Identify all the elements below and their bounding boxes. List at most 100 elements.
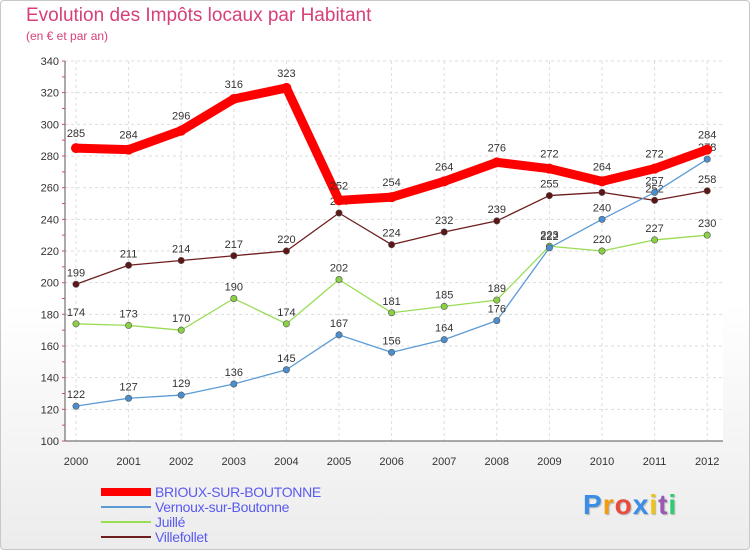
data-label: 254 <box>382 177 400 189</box>
series-point <box>440 302 448 310</box>
x-tick-label: 2001 <box>116 456 140 468</box>
data-label: 230 <box>698 218 716 230</box>
series-point <box>230 252 238 260</box>
data-label: 232 <box>435 215 453 227</box>
series-point <box>598 188 606 196</box>
series-point <box>702 144 713 155</box>
series-point <box>651 188 659 196</box>
data-label: 222 <box>540 231 558 243</box>
series-point <box>125 394 133 402</box>
data-label: 316 <box>225 79 243 91</box>
data-label: 227 <box>645 223 663 235</box>
series-point <box>388 241 396 249</box>
data-label: 122 <box>67 389 85 401</box>
series-point <box>545 244 553 252</box>
x-tick-label: 2005 <box>327 456 351 468</box>
series-point <box>598 215 606 223</box>
series-point <box>123 144 134 155</box>
series-point <box>493 217 501 225</box>
series-point <box>388 309 396 317</box>
data-label: 217 <box>225 239 243 251</box>
series-point <box>440 228 448 236</box>
data-label: 272 <box>540 149 558 161</box>
series-point <box>493 317 501 325</box>
series-point <box>335 275 343 283</box>
data-label: 224 <box>382 228 400 240</box>
series-point <box>176 125 187 136</box>
legend-swatch-vernoux <box>101 506 151 508</box>
data-label: 214 <box>172 244 190 256</box>
series-point <box>282 247 290 255</box>
series-point <box>491 157 502 168</box>
logo-letter: o <box>614 489 633 520</box>
series-point <box>230 294 238 302</box>
logo-letter: i <box>649 489 659 520</box>
series-point <box>545 192 553 200</box>
series-point <box>281 82 292 93</box>
series-point <box>335 209 343 217</box>
data-label: 156 <box>382 335 400 347</box>
x-tick-label: 2000 <box>64 456 88 468</box>
series-point <box>703 187 711 195</box>
data-label: 189 <box>488 283 506 295</box>
x-tick-label: 2010 <box>590 456 614 468</box>
legend-swatch-villefollet <box>101 536 151 538</box>
series-point <box>544 163 555 174</box>
y-tick-label: 220 <box>41 246 59 258</box>
y-tick-label: 140 <box>41 373 59 385</box>
logo-letter: i <box>668 489 678 520</box>
legend-label-villefollet: Villefollet <box>155 529 208 545</box>
chart-title: Evolution des Impôts locaux par Habitant <box>26 5 372 26</box>
series-point <box>228 94 239 104</box>
data-label: 223 <box>540 229 558 241</box>
proxiti-logo: Proxiti <box>583 489 677 521</box>
data-label: 173 <box>119 308 137 320</box>
series-point <box>440 336 448 344</box>
data-label: 285 <box>67 128 85 140</box>
y-tick-label: 300 <box>41 119 59 131</box>
series-point <box>334 195 344 206</box>
y-tick-label: 280 <box>41 151 59 163</box>
series-point <box>651 236 659 244</box>
data-label: 164 <box>435 323 453 335</box>
data-label: 239 <box>488 204 506 216</box>
x-tick-label: 2004 <box>274 456 298 468</box>
series-point <box>125 261 133 269</box>
series-point <box>125 321 133 329</box>
y-tick-label: 200 <box>41 278 59 290</box>
data-label: 174 <box>67 307 85 319</box>
logo-letter: t <box>658 489 669 520</box>
data-label: 240 <box>593 202 611 214</box>
data-label: 199 <box>67 267 85 279</box>
logo-letter: P <box>583 489 603 520</box>
series-point <box>230 380 238 388</box>
series-point <box>177 256 185 264</box>
data-label: 284 <box>119 130 137 142</box>
series-point <box>597 176 607 187</box>
logo-letter: x <box>632 489 650 520</box>
legend-swatch-juille <box>101 521 151 523</box>
data-label: 202 <box>330 263 348 275</box>
logo-letter: r <box>602 489 615 520</box>
data-label: 127 <box>119 381 137 393</box>
data-label: 136 <box>225 367 243 379</box>
series-point <box>598 247 606 255</box>
legend-label-brioux: BRIOUX-SUR-BOUTONNE <box>155 484 321 500</box>
data-label: 220 <box>277 234 295 246</box>
series-point <box>282 320 290 328</box>
data-label: 167 <box>330 318 348 330</box>
data-label: 185 <box>435 289 453 301</box>
series-point <box>386 192 397 203</box>
data-label: 211 <box>120 248 138 260</box>
data-label: 190 <box>225 282 243 294</box>
series-point <box>703 155 711 163</box>
x-tick-label: 2012 <box>695 456 719 468</box>
data-label: 257 <box>645 175 663 187</box>
series-point <box>72 402 80 410</box>
series-point <box>651 196 659 204</box>
series-point <box>335 331 343 339</box>
data-label: 255 <box>540 179 558 191</box>
series-point <box>177 326 185 334</box>
